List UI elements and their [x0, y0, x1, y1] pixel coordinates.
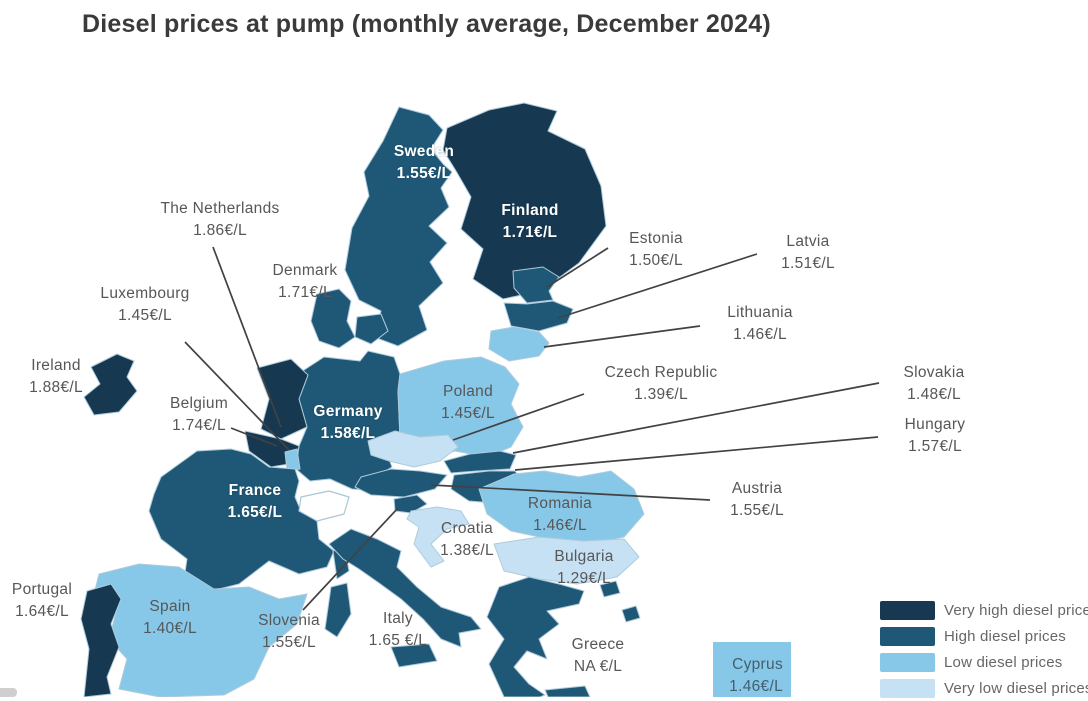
label-latvia: Latvia 1.51€/L [781, 233, 835, 272]
label-italy: Italy 1.65 €/L [368, 610, 428, 649]
country-denmark-zealand [354, 313, 389, 345]
label-czech-republic: Czech Republic 1.39€/L [604, 364, 718, 403]
legend-label-very-low: Very low diesel prices [944, 679, 1088, 697]
label-belgium: Belgium 1.74€/L [169, 395, 229, 434]
legend-swatch-high [880, 626, 935, 646]
country-greece [486, 576, 585, 697]
leader-line-czech-republic [452, 393, 585, 441]
legend-item-low: Low diesel prices [880, 649, 1088, 675]
page-title: Diesel prices at pump (monthly average, … [82, 10, 771, 38]
leader-line-austria [430, 484, 711, 501]
legend-item-very-high: Very high diesel prices [880, 597, 1088, 623]
legend-swatch-very-high [880, 600, 935, 620]
label-france: France 1.65€/L [227, 482, 283, 521]
bottom-edge-artifact [0, 688, 17, 697]
label-bulgaria: Bulgaria 1.29€/L [554, 548, 614, 587]
legend-swatch-very-low [880, 678, 935, 698]
legend-label-low: Low diesel prices [944, 653, 1063, 671]
label-spain: Spain 1.40€/L [143, 598, 197, 637]
label-slovenia: Slovenia 1.55€/L [258, 612, 320, 651]
country-greece-crete [544, 685, 591, 697]
country-croatia [406, 506, 470, 568]
leader-lines [184, 246, 880, 611]
cyprus-inset-box: Cyprus 1.46€/L [713, 642, 791, 697]
label-poland: Poland 1.45€/L [441, 383, 495, 422]
legend: Very high diesel prices High diesel pric… [880, 597, 1088, 701]
country-italy-sicily [390, 643, 438, 668]
country-portugal [80, 583, 122, 697]
leader-line-estonia [546, 247, 609, 288]
leader-line-belgium [230, 427, 278, 447]
country-italy-sardinia [324, 582, 352, 638]
leader-line-netherlands [212, 246, 282, 428]
legend-swatch-low [880, 652, 935, 672]
leader-line-hungary [514, 436, 879, 471]
country-czech-republic [367, 430, 459, 468]
label-hungary: Hungary 1.57€/L [904, 416, 966, 455]
label-sweden: Sweden 1.55€/L [393, 143, 455, 182]
country-bulgaria [493, 536, 640, 585]
country-luxembourg [284, 448, 301, 472]
country-finland [442, 102, 607, 300]
label-portugal: Portugal 1.64€/L [11, 581, 73, 620]
label-denmark: Denmark 1.71€/L [272, 262, 338, 301]
label-finland: Finland 1.71€/L [501, 202, 559, 241]
leader-line-latvia [557, 253, 758, 319]
label-netherlands: The Netherlands 1.86€/L [160, 200, 280, 239]
country-slovenia [393, 494, 428, 514]
label-greece: Greece NA €/L [571, 636, 625, 675]
leader-line-slovenia [302, 507, 399, 611]
label-slovakia: Slovakia 1.48€/L [903, 364, 965, 403]
country-netherlands [256, 358, 309, 440]
legend-label-high: High diesel prices [944, 627, 1066, 645]
label-cyprus: Cyprus [732, 656, 783, 673]
legend-item-high: High diesel prices [880, 623, 1088, 649]
country-austria [354, 468, 448, 498]
label-ireland: Ireland 1.88€/L [29, 357, 83, 396]
label-estonia: Estonia 1.50€/L [629, 230, 683, 269]
country-switzerland-no-data [298, 490, 350, 522]
country-greece-island-2 [621, 605, 641, 623]
country-lithuania [488, 326, 550, 362]
label-austria: Austria 1.55€/L [730, 480, 784, 519]
legend-label-very-high: Very high diesel prices [944, 601, 1088, 619]
country-estonia [512, 266, 560, 304]
country-italy [328, 528, 482, 648]
leader-line-lithuania [543, 325, 701, 348]
leader-line-slovakia [512, 382, 880, 454]
label-romania: Romania 1.46€/L [527, 495, 593, 534]
label-luxembourg: Luxembourg 1.45€/L [100, 285, 190, 324]
label-germany: Germany 1.58€/L [313, 403, 383, 442]
label-croatia: Croatia 1.38€/L [440, 520, 494, 559]
legend-item-very-low: Very low diesel prices [880, 675, 1088, 701]
country-ireland [83, 353, 138, 416]
label-lithuania: Lithuania 1.46€/L [727, 304, 793, 343]
country-slovakia [443, 450, 517, 474]
country-greece-island-1 [599, 580, 621, 598]
country-sweden [344, 106, 453, 347]
leader-line-luxembourg [184, 341, 290, 451]
label-cyprus-price: 1.46€/L [729, 678, 783, 695]
